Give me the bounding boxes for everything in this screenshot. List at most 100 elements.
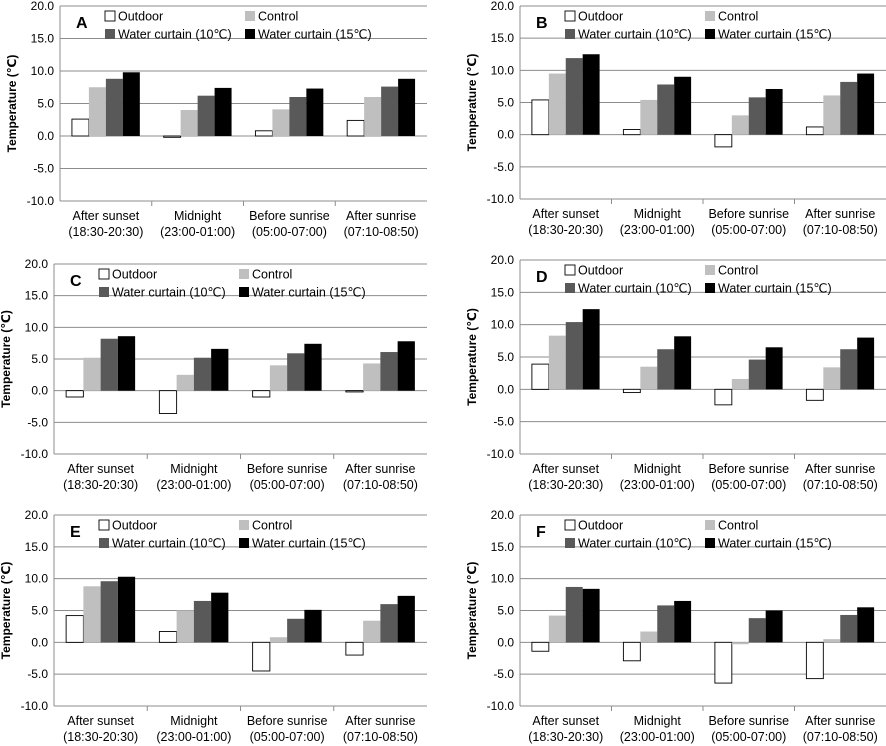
legend-entry: Water curtain (10℃): [112, 286, 226, 300]
x-tick-label: (05:00-07:00): [252, 225, 327, 239]
x-tick-label: (18:30-20:30): [63, 478, 138, 492]
x-tick-label: (23:00-01:00): [620, 478, 695, 492]
bar: [640, 99, 658, 135]
bar: [100, 338, 118, 391]
x-tick-label: Midnight: [170, 462, 218, 476]
legend-swatch: [239, 287, 249, 297]
bar: [805, 641, 824, 680]
bar: [252, 641, 271, 672]
y-tick-label: 15.0: [491, 285, 515, 299]
x-tick-label: Before sunrise: [247, 714, 328, 728]
bar: [304, 609, 322, 643]
x-tick-label: Before sunrise: [247, 462, 328, 476]
y-tick-label: -10.0: [487, 699, 515, 713]
bar: [805, 126, 824, 136]
x-tick-label: After sunrise: [346, 209, 416, 223]
x-tick-label: (07:10-08:50): [803, 478, 878, 492]
x-tick-label: After sunrise: [345, 714, 415, 728]
bar: [548, 615, 566, 643]
panel-label: F: [536, 524, 546, 541]
bar: [397, 595, 415, 643]
y-axis-label: Temperature (℃): [465, 308, 479, 406]
y-axis-label: Temperature (℃): [5, 55, 19, 153]
bar: [674, 600, 692, 643]
bar: [823, 367, 841, 390]
bar: [158, 390, 178, 414]
y-tick-label: -10.0: [21, 447, 49, 461]
bar: [83, 357, 101, 391]
legend-entry: Water curtain (10℃): [578, 282, 692, 296]
legend-swatch: [105, 29, 115, 39]
legend-swatch: [104, 10, 116, 22]
panel-label: D: [536, 269, 548, 286]
x-tick-label: Before sunrise: [708, 714, 789, 728]
legend-swatch: [705, 11, 715, 21]
x-tick-label: (05:00-07:00): [711, 478, 786, 492]
x-tick-label: (23:00-01:00): [160, 225, 235, 239]
bar: [88, 87, 106, 136]
x-tick-label: Midnight: [634, 462, 682, 476]
y-tick-label: 20.0: [31, 0, 55, 13]
x-tick-label: (07:10-08:50): [803, 223, 878, 237]
legend-entry: Water curtain (15℃): [718, 537, 832, 551]
x-tick-label: (23:00-01:00): [156, 730, 231, 744]
y-tick-label: -5.0: [493, 667, 514, 681]
x-tick-label: (05:00-07:00): [250, 730, 325, 744]
bar: [65, 615, 84, 643]
legend-swatch: [98, 519, 110, 531]
legend-swatch: [705, 538, 715, 548]
bar: [582, 54, 600, 135]
bar: [254, 130, 273, 137]
bar: [287, 618, 305, 643]
bar: [622, 388, 641, 394]
y-tick-label: 15.0: [25, 540, 49, 554]
y-tick-label: -10.0: [27, 194, 55, 208]
x-tick-label: Midnight: [170, 714, 218, 728]
x-tick-label: Midnight: [634, 207, 682, 221]
legend-entry: Water curtain (15℃): [258, 28, 372, 42]
y-tick-label: -5.0: [27, 667, 48, 681]
y-axis-label: Temperature (℃): [465, 562, 479, 660]
legend-swatch: [564, 264, 576, 276]
legend-swatch: [705, 520, 715, 530]
bar: [565, 322, 583, 390]
legend-entry: Water curtain (10℃): [112, 537, 226, 551]
bar: [565, 58, 583, 135]
legend-swatch: [705, 29, 715, 39]
x-tick-label: (18:30-20:30): [68, 225, 143, 239]
panel-label: B: [536, 15, 548, 32]
bar: [380, 352, 398, 391]
y-tick-label: 5.0: [31, 604, 48, 618]
y-tick-label: 20.0: [25, 257, 49, 271]
bar: [840, 614, 858, 643]
y-tick-label: -10.0: [487, 447, 515, 461]
bar: [531, 363, 550, 390]
bar: [346, 119, 365, 137]
legend-swatch: [705, 283, 715, 293]
y-tick-label: -10.0: [487, 192, 515, 206]
y-tick-label: 10.0: [25, 320, 49, 334]
x-tick-label: (18:30-20:30): [63, 730, 138, 744]
bar: [748, 359, 766, 390]
legend-swatch: [239, 520, 249, 530]
y-axis-label: Temperature (℃): [0, 562, 13, 660]
bar: [565, 586, 583, 643]
bar: [823, 95, 841, 135]
bar: [65, 390, 84, 398]
y-tick-label: -5.0: [33, 162, 54, 176]
y-tick-label: 15.0: [25, 289, 49, 303]
legend-entry: Water curtain (15℃): [252, 286, 366, 300]
bar: [622, 129, 641, 136]
bar: [765, 610, 783, 643]
bar: [287, 353, 305, 391]
x-tick-label: Before sunrise: [708, 207, 789, 221]
x-tick-label: (18:30-20:30): [528, 478, 603, 492]
x-tick-label: (05:00-07:00): [711, 223, 786, 237]
legend-swatch: [99, 287, 109, 297]
bar: [823, 639, 841, 643]
bar: [83, 586, 101, 643]
x-tick-label: (07:10-08:50): [343, 730, 418, 744]
y-tick-label: 20.0: [491, 508, 515, 522]
bar: [71, 118, 90, 137]
bar: [163, 135, 182, 138]
